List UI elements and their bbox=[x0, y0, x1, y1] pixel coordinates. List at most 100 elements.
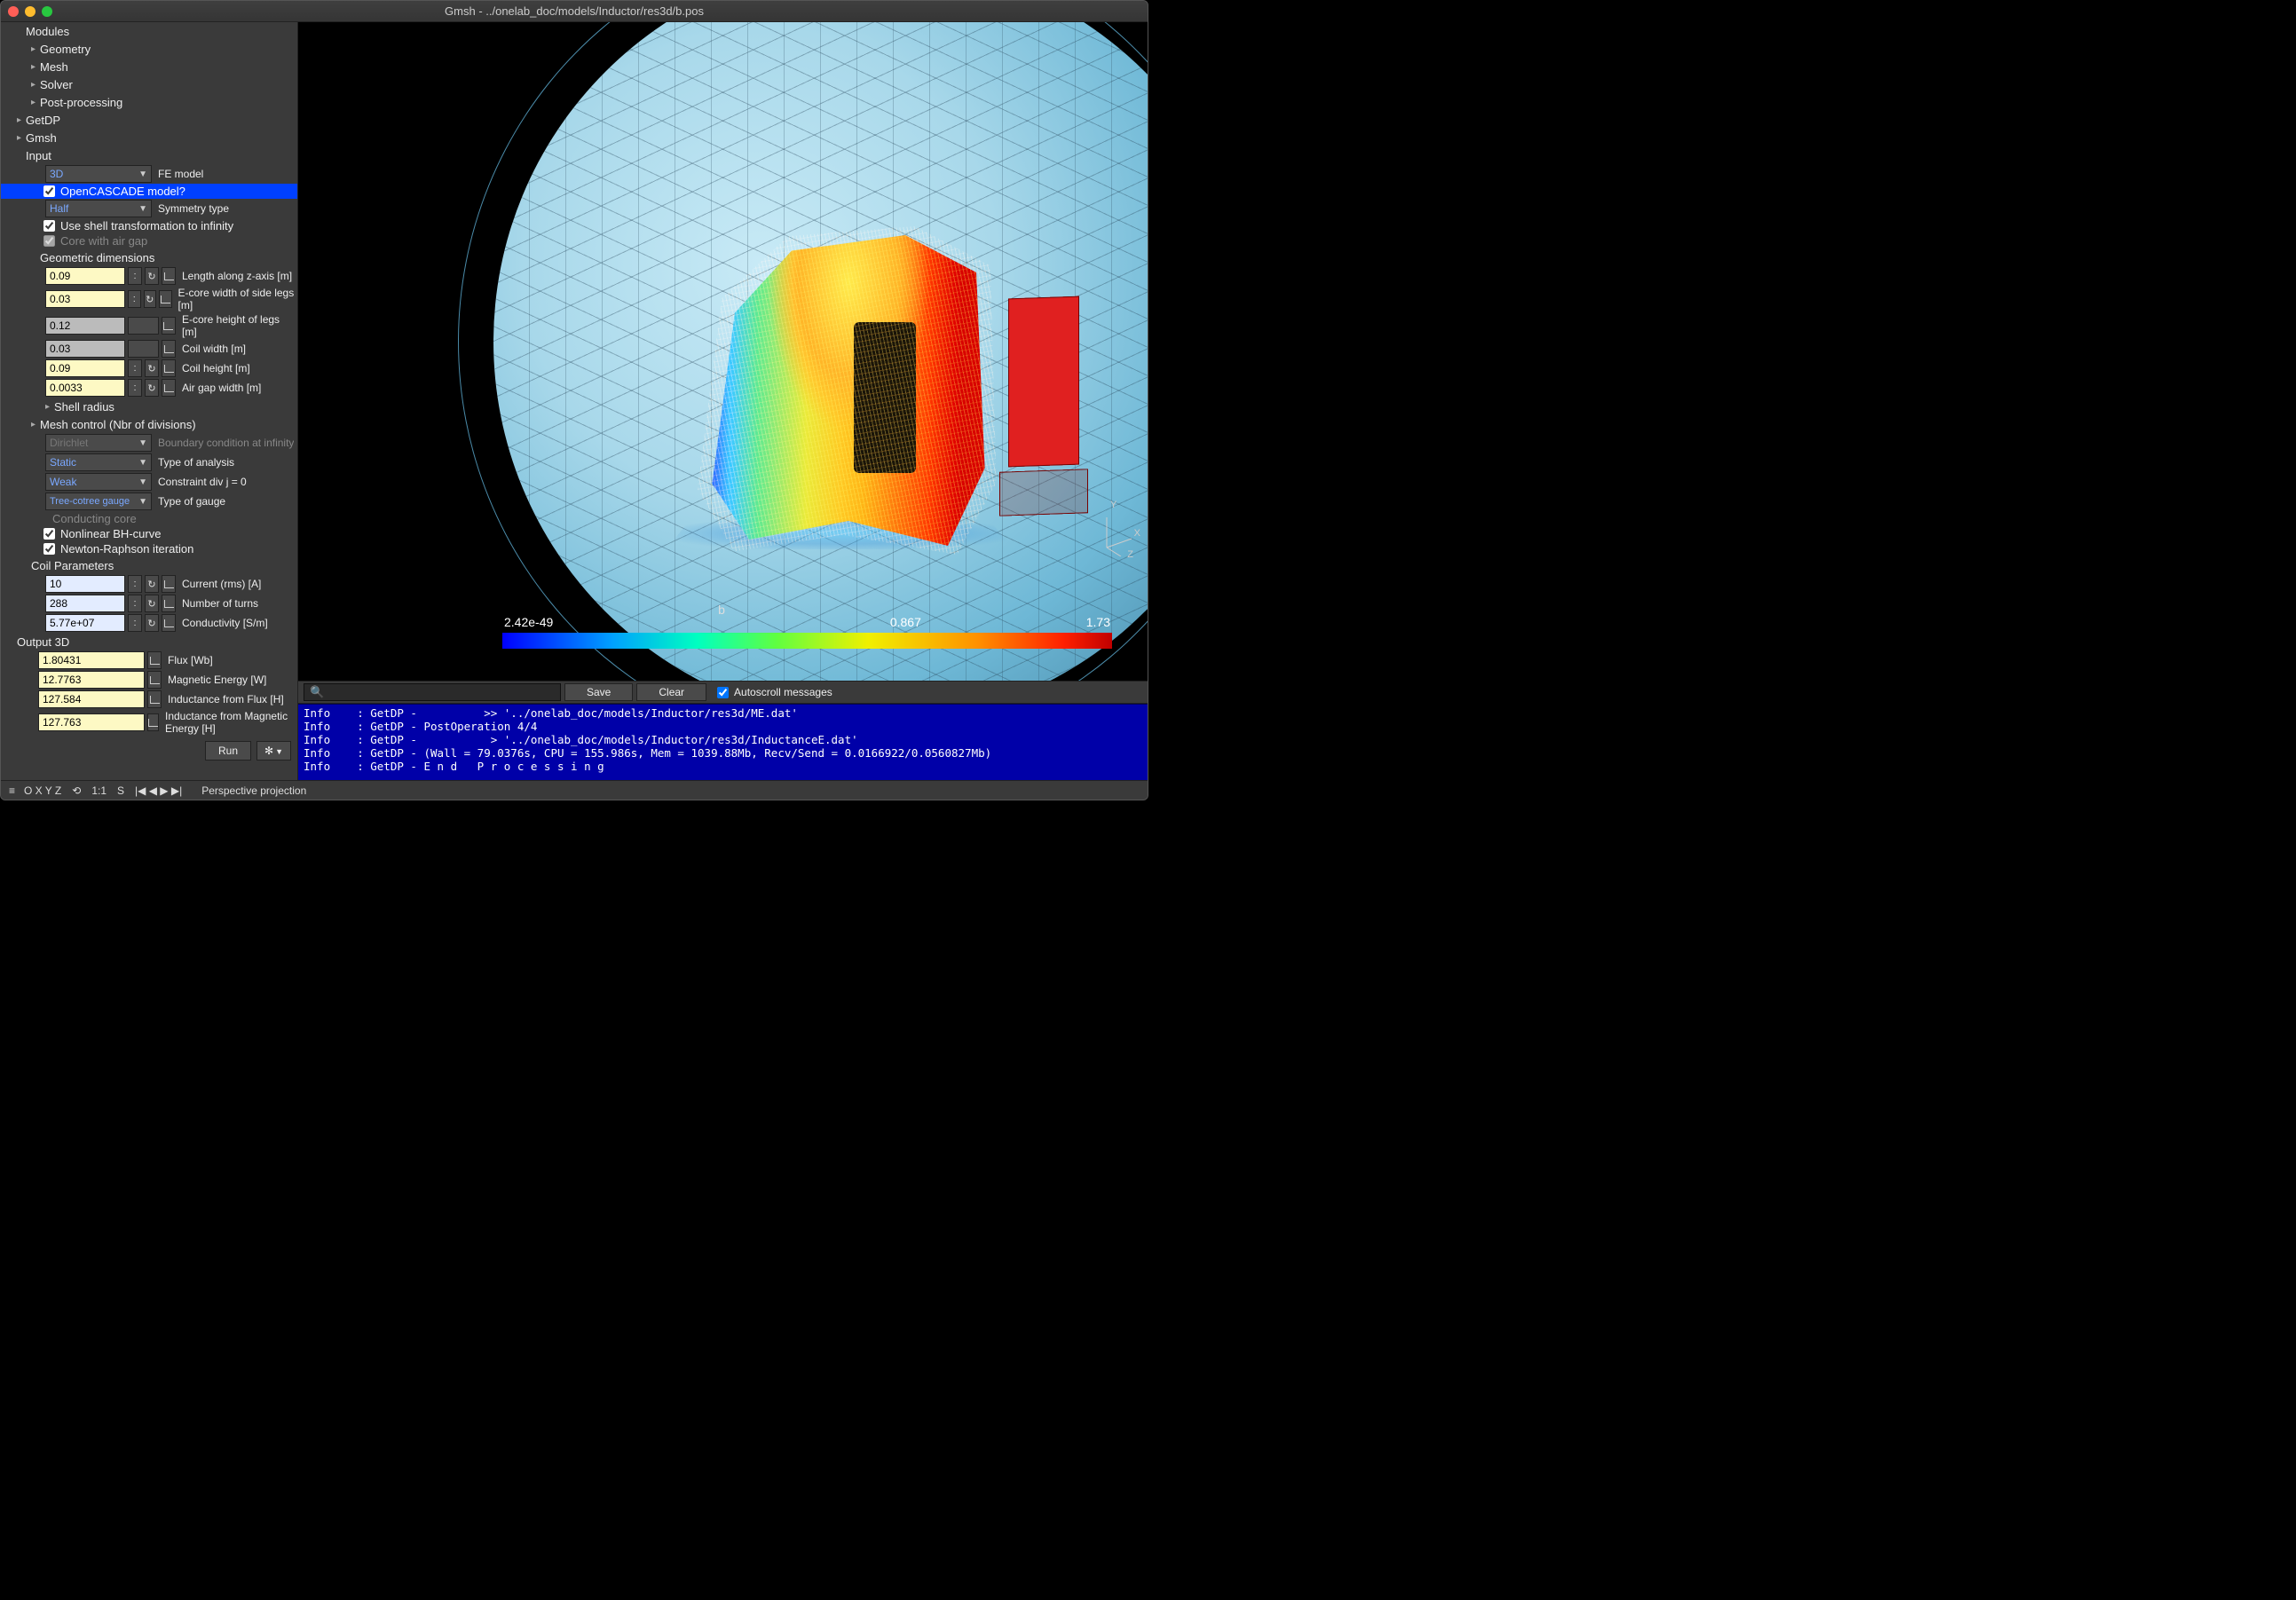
chart-icon[interactable] bbox=[162, 359, 176, 377]
orientation-axes[interactable]: Y X Z bbox=[1091, 512, 1135, 556]
chart-icon[interactable] bbox=[162, 267, 176, 285]
playback-controls[interactable]: |◀ ◀ ▶ ▶| bbox=[132, 784, 185, 797]
geom-input-2[interactable] bbox=[45, 317, 125, 335]
tree-coil-params[interactable]: Coil Parameters bbox=[1, 556, 297, 574]
analysis-select[interactable]: Static▼ bbox=[45, 453, 152, 471]
spin-toggle-icon[interactable]: : bbox=[128, 379, 142, 397]
geom-input-5[interactable] bbox=[45, 379, 125, 397]
tree-shell-radius[interactable]: ▸Shell radius bbox=[1, 398, 297, 415]
tree-output3d[interactable]: Output 3D bbox=[1, 633, 297, 650]
chart-icon[interactable] bbox=[162, 614, 176, 632]
nonlinear-bh-checkbox[interactable] bbox=[43, 528, 55, 540]
console-toolbar: 🔍 Save Clear Autoscroll messages bbox=[298, 681, 1148, 704]
chart-icon[interactable] bbox=[159, 290, 172, 308]
tree-geom-dim[interactable]: Geometric dimensions bbox=[1, 248, 297, 266]
output-input-3[interactable] bbox=[38, 713, 145, 731]
chart-icon[interactable] bbox=[162, 379, 176, 397]
geom-input-4[interactable] bbox=[45, 359, 125, 377]
refresh-icon[interactable]: ↻ bbox=[145, 614, 159, 632]
symmetry-select[interactable]: Half▼ bbox=[45, 200, 152, 217]
axis-y-label: Y bbox=[1110, 500, 1116, 510]
autoscroll-checkbox-row[interactable]: Autoscroll messages bbox=[717, 686, 832, 698]
coil-param-2: :↻Conductivity [S/m] bbox=[1, 613, 297, 633]
chart-icon[interactable] bbox=[147, 690, 162, 708]
opencascade-checkbox-row[interactable]: OpenCASCADE model? bbox=[1, 184, 297, 199]
chart-icon[interactable] bbox=[147, 651, 162, 669]
tree-postproc[interactable]: ▸Post-processing bbox=[1, 93, 297, 111]
autoscroll-checkbox[interactable] bbox=[717, 687, 729, 698]
save-button[interactable]: Save bbox=[564, 683, 633, 701]
refresh-icon[interactable]: ↻ bbox=[145, 379, 159, 397]
fe-model-label: FE model bbox=[158, 168, 203, 180]
chart-icon[interactable] bbox=[147, 713, 159, 731]
geom-input-3[interactable] bbox=[45, 340, 125, 358]
tree-getdp[interactable]: ▸GetDP bbox=[1, 111, 297, 129]
chart-icon[interactable] bbox=[162, 317, 176, 335]
constraint-select[interactable]: Weak▼ bbox=[45, 473, 152, 491]
chevron-down-icon: ▼ bbox=[138, 204, 147, 214]
geom-param-1: :↻E-core width of side legs [m] bbox=[1, 286, 297, 312]
output-label-1: Magnetic Energy [W] bbox=[168, 674, 266, 686]
coil-input-2[interactable] bbox=[45, 614, 125, 632]
spin-toggle-icon[interactable]: : bbox=[128, 595, 142, 612]
bc-label: Boundary condition at infinity bbox=[158, 437, 294, 449]
refresh-icon[interactable]: ↻ bbox=[144, 290, 157, 308]
scale-label[interactable]: 1:1 bbox=[89, 784, 109, 797]
spin-toggle-icon[interactable]: : bbox=[128, 290, 141, 308]
refresh-icon[interactable]: ↻ bbox=[145, 359, 159, 377]
shell-inf-label: Use shell transformation to infinity bbox=[60, 219, 233, 233]
sidebar-tree[interactable]: Modules ▸Geometry ▸Mesh ▸Solver ▸Post-pr… bbox=[1, 22, 298, 780]
geom-input-1[interactable] bbox=[45, 290, 125, 308]
tree-input[interactable]: Input bbox=[1, 146, 297, 164]
newton-raphson-checkbox[interactable] bbox=[43, 543, 55, 555]
reset-view-icon[interactable]: ⟲ bbox=[69, 784, 83, 797]
close-icon[interactable] bbox=[8, 6, 19, 17]
conducting-core-label: Conducting core bbox=[52, 512, 137, 525]
refresh-icon[interactable]: ↻ bbox=[145, 267, 159, 285]
spin-toggle-icon[interactable]: : bbox=[128, 267, 142, 285]
chart-icon[interactable] bbox=[162, 595, 176, 612]
projection-label[interactable]: Perspective projection bbox=[199, 784, 309, 797]
gauge-select[interactable]: Tree-cotree gauge▼ bbox=[45, 493, 152, 510]
gear-icon[interactable]: ✻▼ bbox=[256, 741, 291, 761]
spin-toggle-icon[interactable]: : bbox=[128, 359, 142, 377]
tree-geometry[interactable]: ▸Geometry bbox=[1, 40, 297, 58]
nonlinear-bh-row[interactable]: Nonlinear BH-curve bbox=[1, 526, 297, 541]
geom-param-0: :↻Length along z-axis [m] bbox=[1, 266, 297, 286]
newton-raphson-row[interactable]: Newton-Raphson iteration bbox=[1, 541, 297, 556]
output-input-0[interactable] bbox=[38, 651, 145, 669]
fe-model-select[interactable]: 3D▼ bbox=[45, 165, 152, 183]
run-button[interactable]: Run bbox=[205, 741, 251, 761]
tree-mesh-control[interactable]: ▸Mesh control (Nbr of divisions) bbox=[1, 415, 297, 433]
tree-solver[interactable]: ▸Solver bbox=[1, 75, 297, 93]
shell-inf-checkbox-row[interactable]: Use shell transformation to infinity bbox=[1, 218, 297, 233]
console-search[interactable]: 🔍 bbox=[304, 683, 561, 701]
shell-inf-checkbox[interactable] bbox=[43, 220, 55, 232]
chart-icon[interactable] bbox=[147, 671, 162, 689]
geom-input-0[interactable] bbox=[45, 267, 125, 285]
chart-icon[interactable] bbox=[162, 575, 176, 593]
spin-toggle-icon[interactable]: : bbox=[128, 575, 142, 593]
spin-toggle-icon[interactable]: : bbox=[128, 614, 142, 632]
output-input-2[interactable] bbox=[38, 690, 145, 708]
output-input-1[interactable] bbox=[38, 671, 145, 689]
status-axes[interactable]: O X Y Z bbox=[21, 784, 64, 797]
refresh-icon[interactable]: ↻ bbox=[145, 595, 159, 612]
chart-icon[interactable] bbox=[162, 340, 176, 358]
minimize-icon[interactable] bbox=[25, 6, 36, 17]
snap-toggle[interactable]: S bbox=[114, 784, 127, 797]
refresh-icon[interactable]: ↻ bbox=[145, 575, 159, 593]
analysis-label: Type of analysis bbox=[158, 456, 234, 469]
coil-input-1[interactable] bbox=[45, 595, 125, 612]
tree-modules[interactable]: Modules bbox=[1, 22, 297, 40]
menu-icon[interactable]: ≡ bbox=[6, 784, 16, 797]
maximize-icon[interactable] bbox=[42, 6, 52, 17]
tree-gmsh[interactable]: ▸Gmsh bbox=[1, 129, 297, 146]
3d-canvas[interactable]: Y X Z 2.42e-49 b 0.867 1.73 bbox=[298, 22, 1148, 681]
coil-input-0[interactable] bbox=[45, 575, 125, 593]
tree-mesh[interactable]: ▸Mesh bbox=[1, 58, 297, 75]
clear-button[interactable]: Clear bbox=[636, 683, 706, 701]
geom-label-3: Coil width [m] bbox=[182, 343, 246, 355]
opencascade-checkbox[interactable] bbox=[43, 185, 55, 197]
message-console[interactable]: Info : GetDP - >> '../onelab_doc/models/… bbox=[298, 704, 1148, 780]
